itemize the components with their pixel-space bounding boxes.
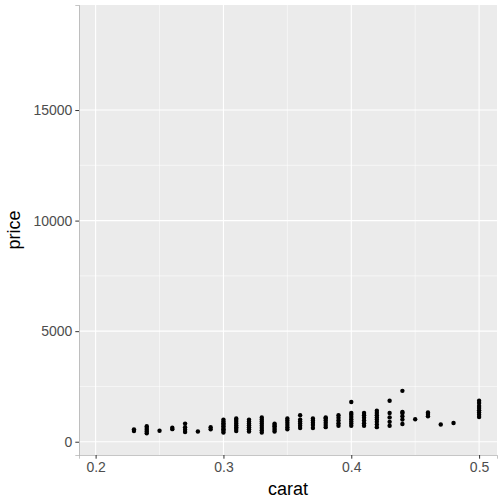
minor-grid-line: [79, 165, 497, 166]
tick: 0.4: [342, 455, 362, 475]
tick: 0.2: [86, 455, 106, 475]
grid-line: [479, 5, 480, 455]
tick-mark: [75, 442, 79, 443]
point: [400, 410, 404, 414]
y-axis-title: price: [4, 210, 24, 249]
tick: 5000: [41, 323, 79, 339]
tick-label: 10000: [33, 213, 72, 229]
grid-line: [95, 5, 96, 455]
point: [400, 422, 404, 426]
tick-label: 0.3: [214, 459, 234, 475]
tick-mark: [75, 110, 79, 111]
chart: 0.2 0.3 0.4 0.5 0 5000 10000 15000 carat price: [0, 0, 504, 504]
point: [413, 417, 417, 421]
grid-line: [351, 5, 352, 455]
point: [170, 426, 174, 430]
x-axis-title: carat: [268, 479, 308, 499]
point: [145, 424, 149, 428]
minor-grid-line: [79, 275, 497, 276]
point: [387, 399, 391, 403]
axis-line: [75, 6, 79, 456]
grid: [79, 5, 497, 455]
point: [375, 409, 379, 413]
tick-label: 0.4: [342, 459, 362, 475]
tick-label: 5000: [41, 323, 72, 339]
point: [336, 413, 340, 417]
point: [196, 429, 200, 433]
point: [477, 399, 481, 403]
tick-label: 0.5: [470, 459, 490, 475]
grid-line: [79, 109, 497, 110]
tick: 0.5: [470, 455, 490, 475]
point: [298, 417, 302, 421]
tick-label: 0: [65, 434, 73, 450]
point: [298, 413, 302, 417]
point: [426, 410, 430, 414]
panel-background: [79, 5, 497, 455]
grid-line: [223, 5, 224, 455]
point: [221, 417, 225, 421]
tick-mark: [75, 331, 79, 332]
point: [311, 416, 315, 420]
x-axis: 0.2 0.3 0.4 0.5: [80, 455, 498, 475]
points: [132, 389, 482, 436]
tick-label: 0.2: [86, 459, 106, 475]
point: [260, 415, 264, 419]
point: [349, 400, 353, 404]
tick: 15000: [33, 102, 79, 118]
minor-grid-line: [159, 5, 160, 455]
point: [349, 411, 353, 415]
tick: 10000: [33, 213, 79, 229]
minor-grid-line: [79, 386, 497, 387]
minor-grid-line: [287, 5, 288, 455]
point: [132, 427, 136, 431]
point: [208, 425, 212, 429]
point: [387, 415, 391, 419]
tick-label: 15000: [33, 102, 72, 118]
point: [439, 422, 443, 426]
point: [324, 415, 328, 419]
point: [451, 421, 455, 425]
point: [157, 428, 161, 432]
grid-line: [79, 331, 497, 332]
point: [387, 424, 391, 428]
point: [272, 421, 276, 425]
point: [234, 416, 238, 420]
y-axis: 0 5000 10000 15000: [33, 6, 79, 456]
grid-line: [79, 220, 497, 221]
minor-grid-line: [415, 5, 416, 455]
grid-line: [79, 441, 497, 442]
point: [247, 417, 251, 421]
point: [400, 389, 404, 393]
point: [387, 420, 391, 424]
tick: 0: [65, 434, 79, 450]
tick: 0.3: [214, 455, 234, 475]
point: [285, 416, 289, 420]
axis-line: [80, 456, 498, 459]
point: [387, 411, 391, 415]
plot: 0.2 0.3 0.4 0.5 0 5000 10000 15000: [33, 5, 497, 475]
point: [183, 421, 187, 425]
tick-mark: [75, 221, 79, 222]
point: [362, 411, 366, 415]
